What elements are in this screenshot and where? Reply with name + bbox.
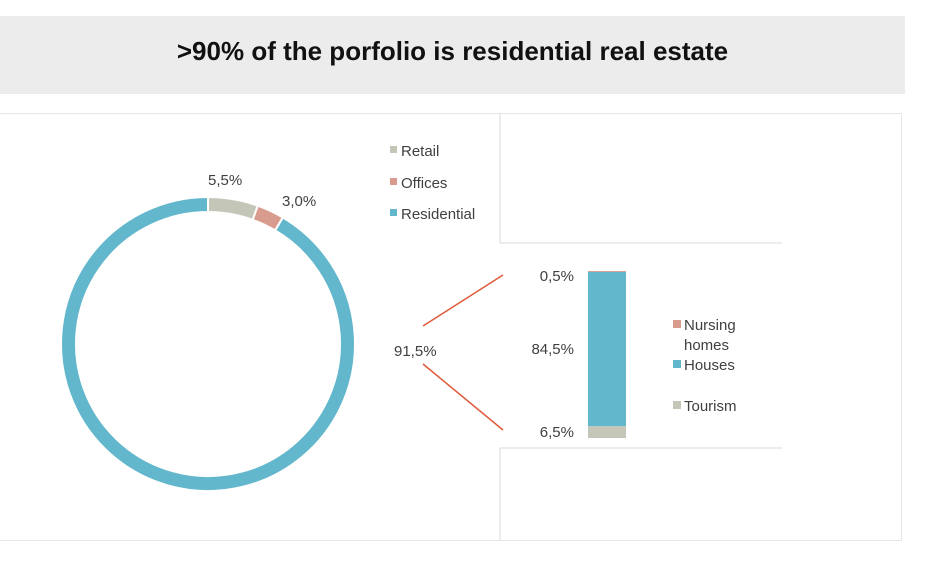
- connector-line-top: [422, 274, 504, 327]
- legend-swatch-retail: [390, 146, 397, 153]
- doughnut-slice-residential: [60, 195, 356, 492]
- legend-offices: Offices: [401, 175, 447, 192]
- doughnut-chart: [60, 195, 356, 492]
- legend-tourism: Tourism: [684, 398, 737, 415]
- label-offices: 3,0%: [282, 193, 316, 210]
- legend-swatch-tourism: [673, 401, 681, 409]
- chart-frame: [0, 113, 902, 541]
- bar-segment-houses: [588, 271, 626, 427]
- legend-residential: Residential: [401, 206, 475, 223]
- label-nursing-homes: 0,5%: [540, 268, 574, 285]
- label-tourism: 6,5%: [540, 424, 574, 441]
- legend-nursing-homes: Nursing homes: [684, 317, 740, 354]
- legend-swatch-residential: [390, 209, 397, 216]
- label-retail: 5,5%: [208, 172, 242, 189]
- doughnut-slice-retail: [207, 195, 260, 222]
- label-residential: 91,5%: [394, 343, 437, 360]
- legend-swatch-nursing-homes: [673, 320, 681, 328]
- bar-segment-tourism: [588, 426, 626, 438]
- connector-line-bottom: [422, 363, 504, 431]
- legend-swatch-houses: [673, 360, 681, 368]
- title-banner: >90% of the porfolio is residential real…: [0, 16, 905, 94]
- legend-houses: Houses: [684, 357, 735, 374]
- legend-retail: Retail: [401, 143, 439, 160]
- page-title: >90% of the porfolio is residential real…: [176, 36, 729, 66]
- bar-segment-nursing-homes: [588, 271, 626, 272]
- label-houses: 84,5%: [531, 341, 574, 358]
- stacked-bar: [588, 271, 626, 438]
- legend-swatch-offices: [390, 178, 397, 185]
